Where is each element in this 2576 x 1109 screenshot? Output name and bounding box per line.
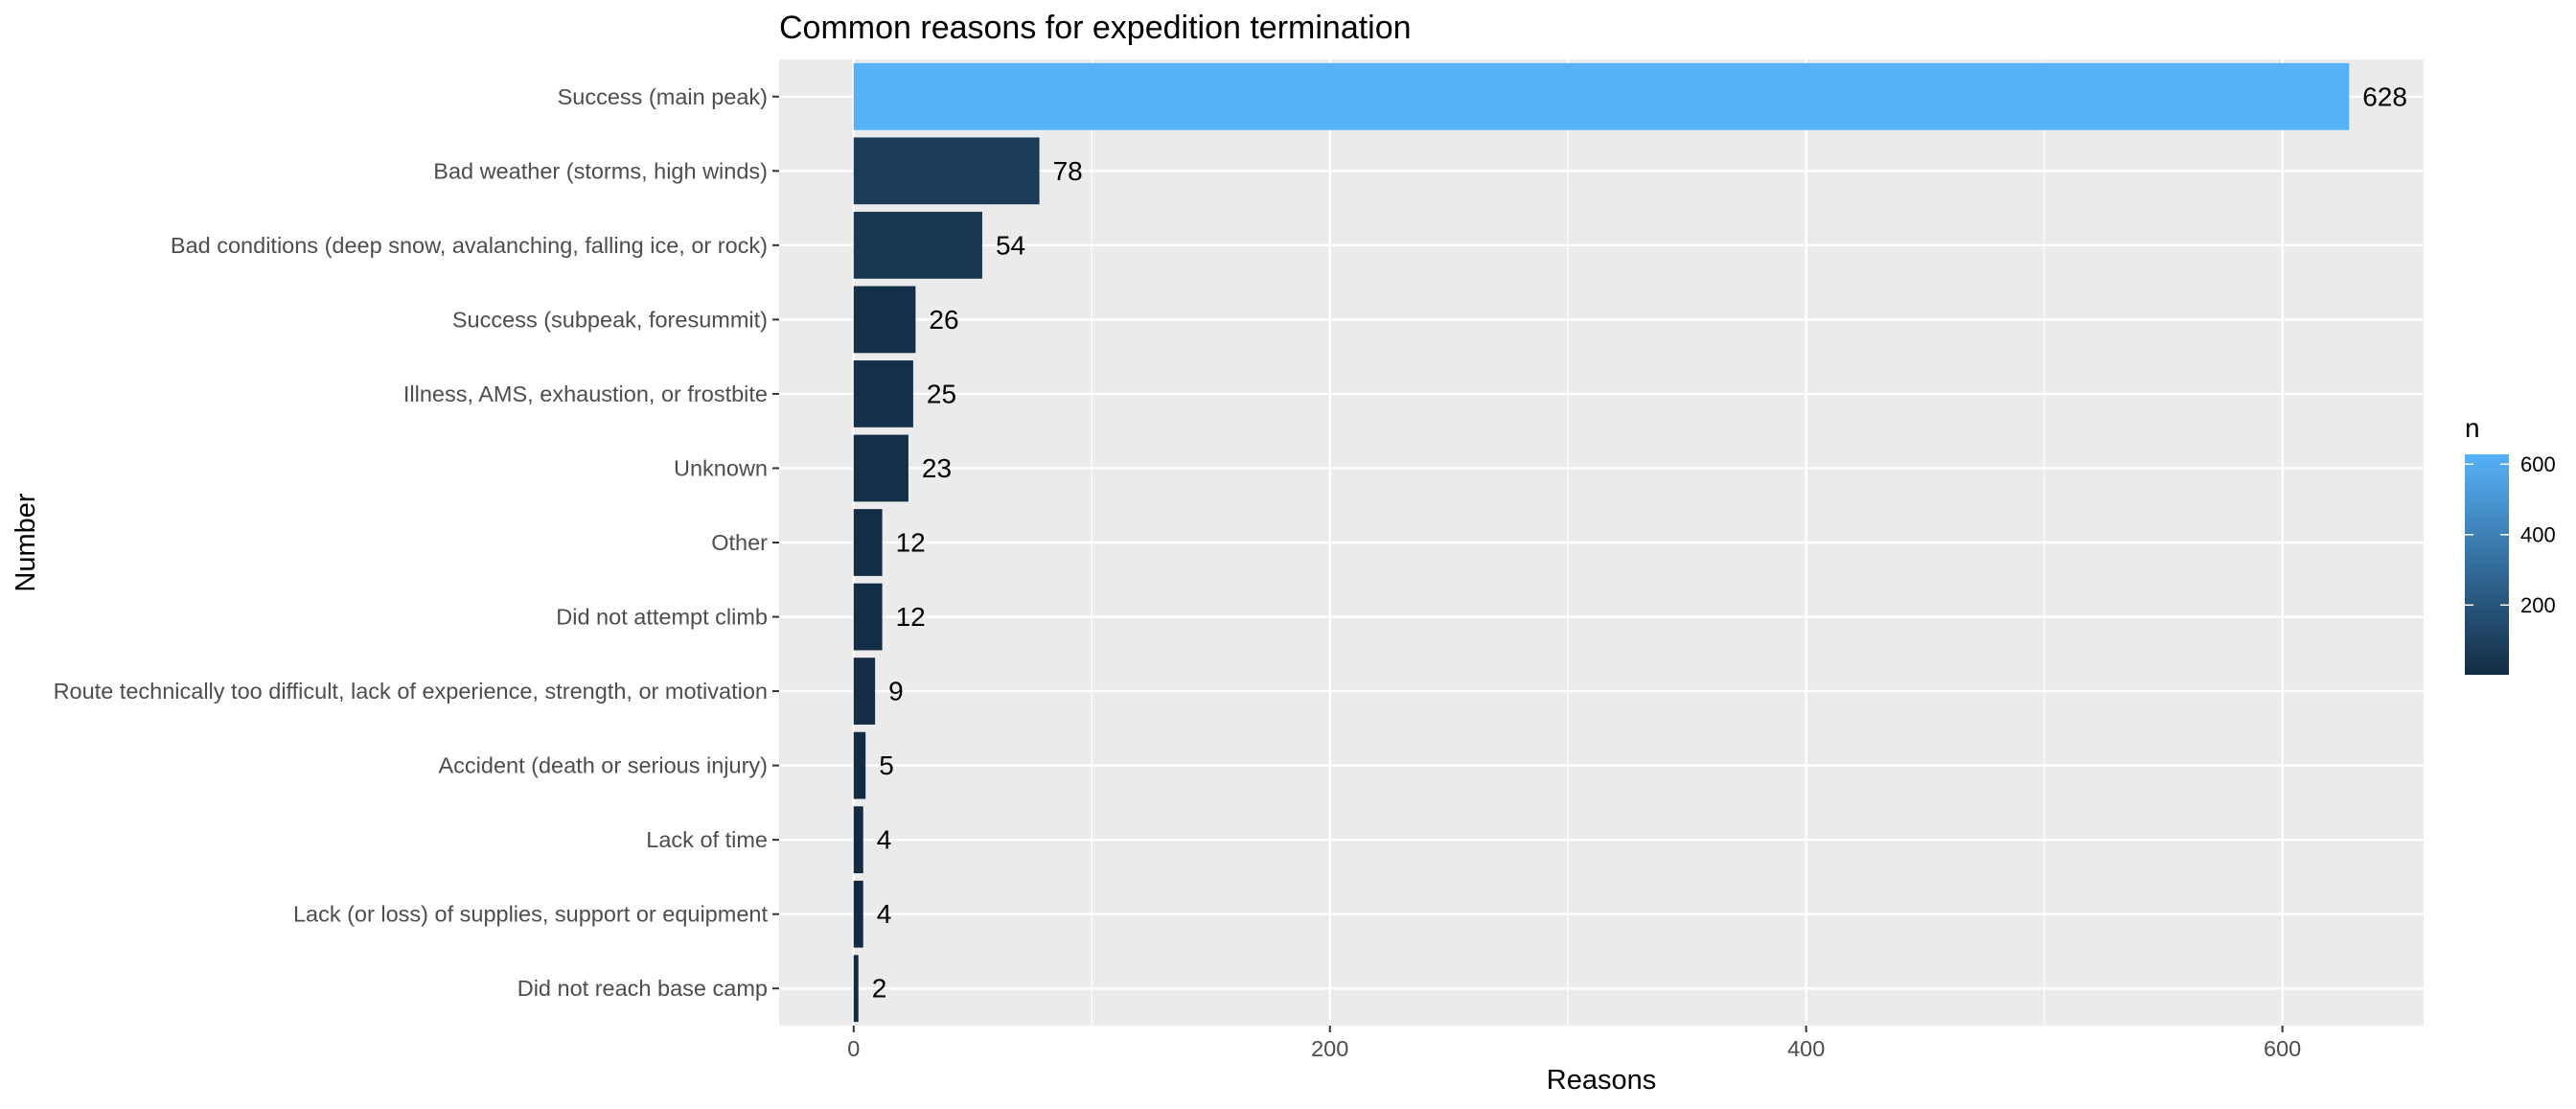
chart-title: Common reasons for expedition terminatio… (779, 10, 1412, 46)
x-tick-label: 600 (2264, 1036, 2301, 1061)
bar (853, 658, 876, 725)
y-tick-label: Success (main peak) (558, 84, 768, 109)
bar-value-label: 26 (929, 305, 958, 335)
bar-value-label: 4 (877, 899, 892, 929)
bar (853, 880, 863, 948)
legend-tick-label: 200 (2520, 593, 2556, 617)
bar-value-label: 5 (879, 751, 894, 780)
y-tick-label: Other (711, 530, 768, 555)
y-tick-label: Unknown (674, 455, 768, 480)
bar (853, 583, 883, 651)
y-tick-label: Success (subpeak, foresummit) (452, 307, 768, 332)
y-tick-label: Bad weather (storms, high winds) (433, 158, 768, 183)
bar (853, 806, 863, 874)
bar (853, 62, 2350, 130)
color-legend: n 200 400 600 (2465, 413, 2556, 675)
legend-ticks: 200 400 600 (2465, 452, 2556, 617)
bar-value-label: 2 (872, 974, 887, 1004)
y-tick-label: Bad conditions (deep snow, avalanching, … (171, 233, 768, 258)
y-tick-label: Illness, AMS, exhaustion, or frostbite (403, 381, 768, 406)
bar (853, 434, 908, 502)
bar (853, 360, 913, 427)
y-tick-label: Did not attempt climb (556, 605, 768, 630)
x-axis: 0 200 400 600 (847, 1026, 2301, 1061)
x-tick-label: 0 (847, 1036, 860, 1061)
legend-tick-label: 600 (2520, 452, 2556, 476)
bar-value-label: 25 (927, 379, 956, 408)
bar-value-label: 4 (877, 825, 892, 855)
bar (853, 509, 883, 576)
bar (853, 731, 866, 799)
bar-value-label: 23 (922, 453, 952, 483)
bar-value-label: 12 (896, 528, 926, 558)
x-axis-title: Reasons (1547, 1065, 1656, 1096)
legend-title: n (2465, 413, 2480, 443)
y-axis-title: Number (11, 493, 41, 591)
bar (853, 286, 916, 354)
bar (853, 211, 982, 279)
legend-colorbar (2465, 454, 2509, 675)
bar-value-label: 12 (896, 602, 926, 632)
bar-value-label: 628 (2362, 81, 2407, 111)
legend-tick-label: 400 (2520, 522, 2556, 546)
y-tick-label: Route technically too difficult, lack of… (54, 679, 768, 704)
y-tick-label: Did not reach base camp (518, 976, 768, 1001)
bar-value-label: 54 (996, 230, 1025, 260)
y-tick-label: Lack of time (646, 827, 768, 852)
bar-value-label: 78 (1053, 156, 1083, 186)
bar-value-label: 9 (888, 677, 904, 706)
y-tick-label: Lack (or loss) of supplies, support or e… (293, 902, 769, 927)
x-tick-label: 400 (1787, 1036, 1825, 1061)
x-tick-label: 200 (1311, 1036, 1348, 1061)
bar (853, 137, 1040, 205)
y-axis: Success (main peak) Bad weather (storms, … (54, 84, 779, 1001)
bars (853, 62, 2350, 1023)
bar (853, 955, 859, 1023)
y-tick-label: Accident (death or serious injury) (438, 753, 768, 778)
